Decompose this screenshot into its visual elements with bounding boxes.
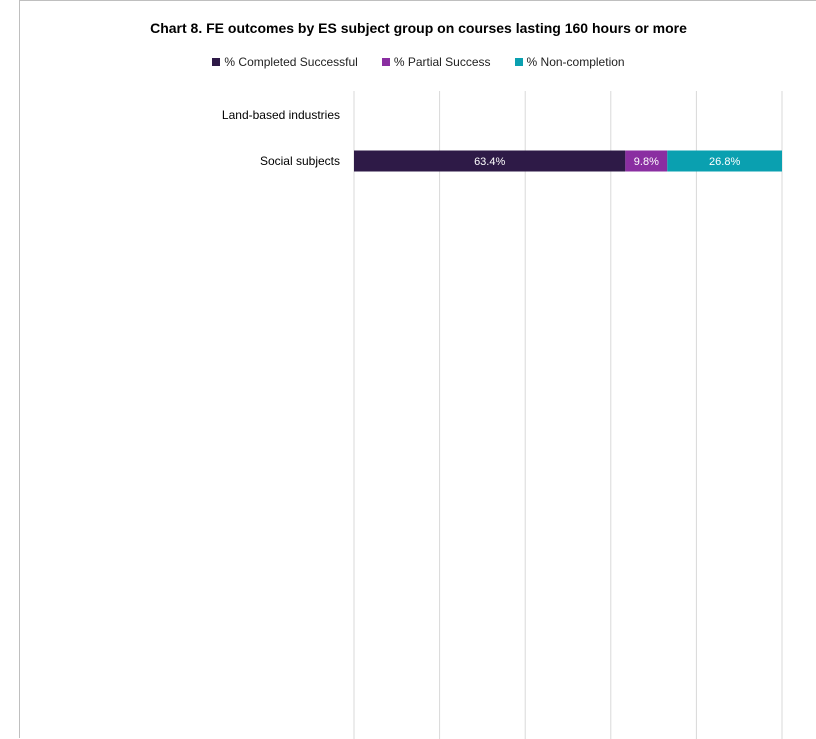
bar-segment (625, 150, 668, 172)
legend-label: % Partial Success (393, 55, 491, 69)
legend-item: % Completed Successful (212, 55, 358, 69)
legend-swatch (381, 58, 390, 66)
legend-item: % Non-completion (514, 55, 625, 69)
legend-label: % Non-completion (526, 55, 625, 69)
bar-segment (354, 150, 626, 172)
data-label: 26.8% (709, 156, 740, 168)
plot-area: Land-based industries Social subjects 63.4… (222, 91, 783, 739)
data-label: 63.4% (474, 156, 505, 168)
chart-legend: % Completed Successful % Partial Success%… (20, 55, 816, 69)
data-label: 9.8% (634, 156, 659, 168)
legend-swatch (514, 58, 523, 66)
legend-item: % Partial Success (381, 55, 491, 69)
category-label: Land-based industries (222, 108, 340, 122)
category-label: Social subjects (260, 154, 340, 168)
legend-label: % Completed Successful (224, 55, 358, 69)
legend-swatch (212, 58, 221, 66)
chart-title: Chart 8. FE outcomes by ES subject group… (150, 20, 687, 36)
chart-container: Chart 8. FE outcomes by ES subject group… (19, 0, 816, 739)
bar-segment (667, 150, 782, 172)
